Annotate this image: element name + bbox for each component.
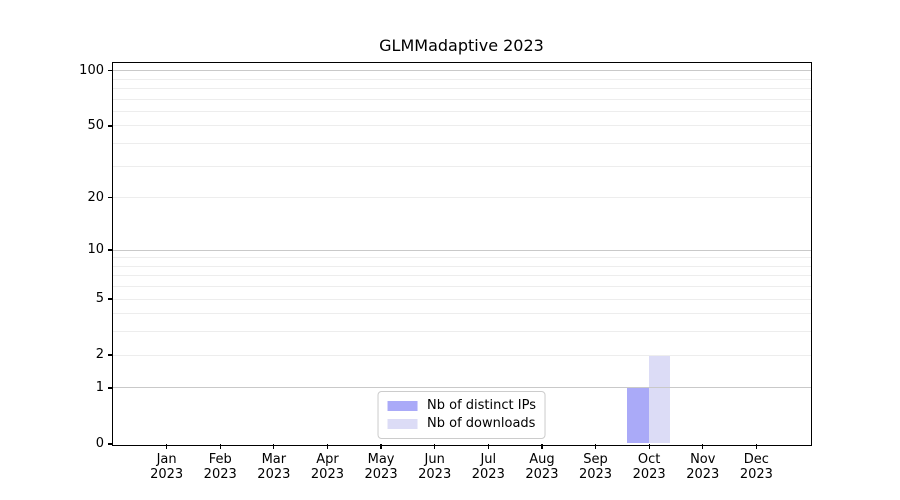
xtick-label-nov: Nov 2023 — [686, 452, 720, 482]
gridline-minor-30 — [112, 165, 811, 167]
xtick-label-may: May 2023 — [364, 452, 398, 482]
xtick-label-jan: Jan 2023 — [150, 452, 184, 482]
ytick-mark-0 — [108, 443, 113, 445]
xtick-mark-oct — [648, 444, 650, 449]
ytick-mark-5 — [108, 298, 113, 300]
gridline-minor-40 — [112, 143, 811, 145]
ytick-label-0: 0 — [95, 436, 104, 451]
xtick-label-feb: Feb 2023 — [203, 452, 237, 482]
xtick-mark-may — [380, 444, 382, 449]
xtick-mark-apr — [326, 444, 329, 449]
legend-label-distinct-ips: Nb of distinct IPs — [427, 398, 536, 413]
xtick-mark-nov — [702, 444, 704, 449]
xtick-mark-sep — [594, 444, 597, 449]
xtick-mark-aug — [541, 444, 543, 449]
ytick-label-2: 2 — [95, 347, 104, 363]
ytick-mark-10 — [108, 249, 113, 251]
gridline-minor-80 — [112, 87, 811, 89]
gridline-major-100 — [112, 70, 811, 72]
legend-swatch-downloads — [387, 418, 418, 429]
ytick-mark-50 — [108, 125, 113, 127]
xtick-label-aug: Aug 2023 — [525, 452, 559, 482]
gridline-minor-50 — [112, 125, 811, 127]
xtick-label-jun: Jun 2023 — [418, 452, 452, 482]
ytick-label-5: 5 — [95, 291, 104, 307]
legend-label-downloads: Nb of downloads — [427, 416, 536, 431]
gridline-minor-6 — [112, 286, 811, 288]
xtick-mark-jul — [487, 444, 489, 449]
xtick-label-jul: Jul 2023 — [471, 452, 505, 482]
xtick-mark-jun — [434, 444, 436, 449]
ytick-label-100: 100 — [79, 62, 104, 78]
ytick-mark-100 — [108, 69, 113, 72]
xtick-label-apr: Apr 2023 — [310, 452, 344, 482]
xtick-mark-dec — [755, 444, 758, 449]
xtick-mark-feb — [219, 444, 221, 449]
xtick-mark-jan — [165, 444, 168, 449]
legend-swatch-distinct-ips — [387, 400, 418, 411]
xtick-label-dec: Dec 2023 — [739, 452, 773, 482]
gridline-minor-4 — [112, 313, 811, 315]
gridline-minor-2 — [112, 354, 811, 356]
gridline-minor-90 — [112, 78, 811, 80]
gridline-major-10 — [112, 249, 811, 251]
gridline-major-1 — [112, 387, 811, 389]
xtick-label-oct: Oct 2023 — [632, 452, 666, 482]
plot-area: Nb of distinct IPs Nb of downloads — [111, 61, 812, 446]
chart-title: GLMMadaptive 2023 — [379, 36, 544, 55]
ytick-mark-20 — [108, 197, 113, 199]
xtick-label-sep: Sep 2023 — [578, 452, 613, 482]
xtick-label-mar: Mar 2023 — [257, 452, 291, 482]
gridline-minor-5 — [112, 298, 811, 300]
ytick-mark-2 — [108, 354, 113, 356]
xtick-mark-mar — [273, 444, 275, 449]
gridline-minor-9 — [112, 257, 811, 259]
gridline-minor-7 — [112, 275, 811, 277]
ytick-label-1: 1 — [95, 379, 104, 395]
gridline-minor-60 — [112, 110, 811, 112]
ytick-mark-1 — [108, 387, 113, 389]
gridline-minor-20 — [112, 197, 811, 199]
legend-item-distinct-ips: Nb of distinct IPs — [387, 397, 536, 415]
gridline-minor-70 — [112, 98, 811, 100]
legend-item-downloads: Nb of downloads — [387, 415, 536, 433]
gridline-minor-3 — [112, 331, 811, 333]
ytick-label-10: 10 — [87, 242, 104, 257]
gridline-minor-8 — [112, 265, 811, 267]
bar-nb-of-distinct-ips-oct — [627, 387, 649, 444]
legend: Nb of distinct IPs Nb of downloads — [377, 390, 546, 439]
ytick-label-50: 50 — [87, 117, 104, 133]
bar-nb-of-downloads-oct — [648, 354, 671, 444]
ytick-label-20: 20 — [87, 189, 104, 205]
